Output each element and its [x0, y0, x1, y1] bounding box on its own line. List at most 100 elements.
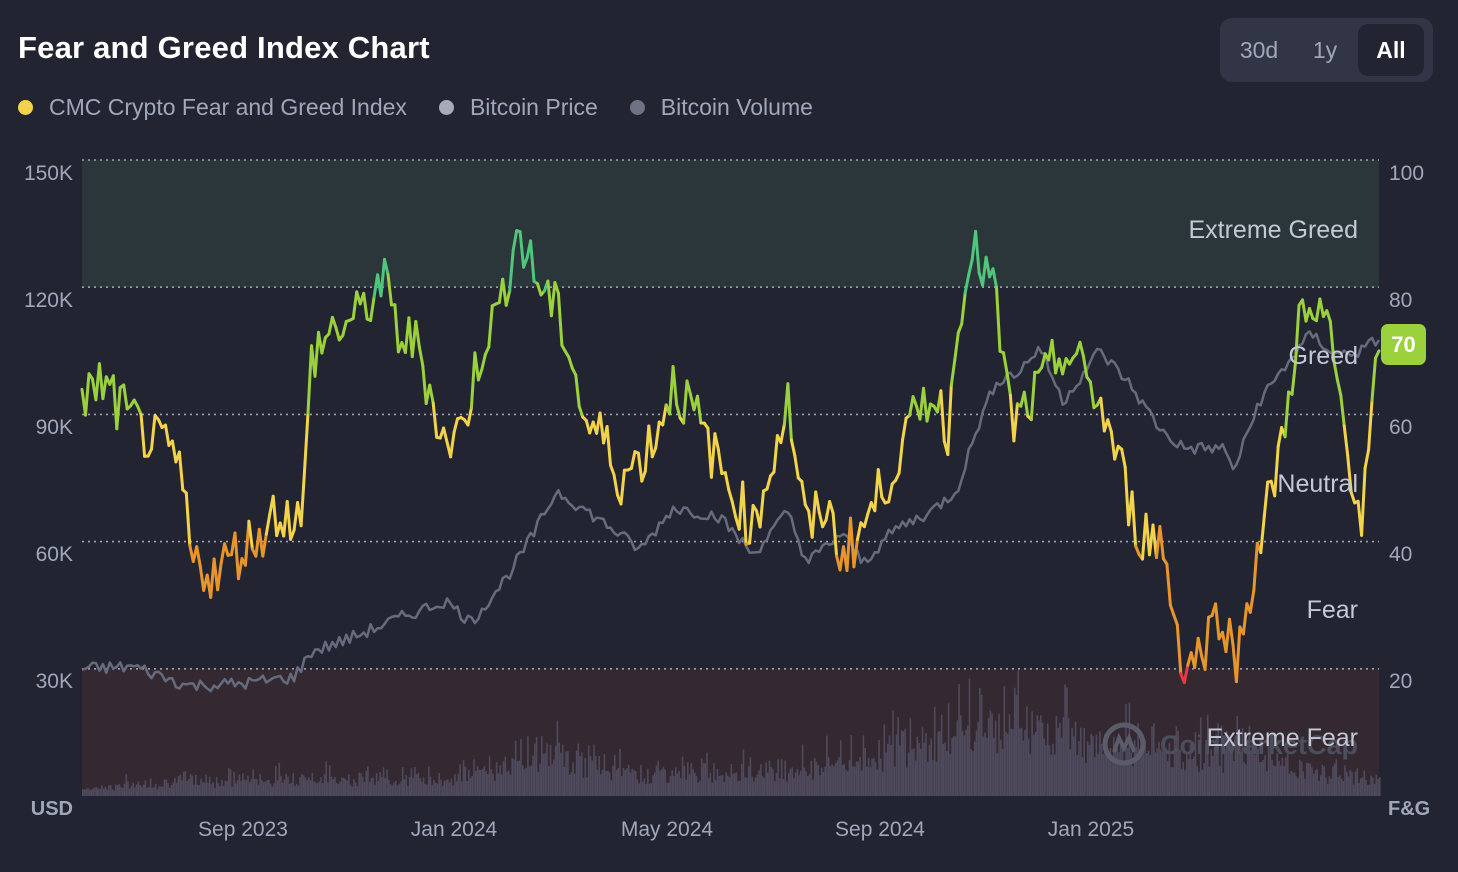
volume-bar [998, 713, 1000, 796]
volume-bar [1139, 748, 1141, 796]
volume-bar [1118, 752, 1120, 796]
fear-greed-segment [675, 402, 682, 420]
range-1y-button[interactable]: 1y [1312, 36, 1338, 63]
fear-greed-segment [487, 304, 494, 349]
volume-bar [1271, 760, 1273, 796]
volume-bar [598, 755, 600, 796]
volume-bar [820, 767, 823, 796]
volume-bar [414, 767, 416, 796]
volume-bar [534, 743, 536, 796]
right-tick-60: 60 [1389, 416, 1412, 439]
volume-bar [1210, 749, 1212, 796]
fear-greed-segment [386, 273, 393, 307]
volume-bar [817, 764, 819, 796]
volume-bar [516, 761, 519, 796]
volume-bar [721, 775, 724, 796]
volume-bar [711, 782, 713, 796]
volume-bar [422, 777, 425, 796]
volume-bar [687, 762, 689, 796]
zone-label-extreme-fear: Extreme Fear [1207, 724, 1358, 752]
volume-bar [989, 710, 992, 796]
volume-bar [1198, 771, 1200, 796]
volume-bar [245, 780, 247, 796]
fear-greed-segment [170, 439, 178, 464]
legend-item-bitcoin-volume[interactable]: Bitcoin Volume [629, 94, 813, 121]
left-tick-150k: 150K [24, 162, 73, 185]
fear-greed-segment [271, 494, 279, 537]
volume-bar [850, 735, 853, 796]
volume-bar [774, 781, 776, 796]
volume-bar [1123, 761, 1125, 796]
volume-bar [1097, 753, 1099, 796]
volume-bar [716, 768, 719, 796]
volume-bar [191, 775, 194, 796]
volume-bar [1121, 746, 1124, 796]
fear-greed-segment [1332, 358, 1339, 381]
volume-bar [857, 761, 859, 796]
fear-greed-segment [549, 281, 557, 318]
volume-bar [523, 769, 526, 796]
volume-bar [149, 778, 152, 796]
volume-bar [860, 770, 863, 796]
volume-bar [421, 781, 423, 796]
volume-bar [208, 776, 211, 796]
volume-bar [1288, 773, 1291, 796]
fear-greed-segment [609, 463, 616, 477]
volume-bar [596, 769, 599, 796]
volume-bar [273, 783, 275, 796]
volume-bar [497, 773, 500, 796]
volume-bar [457, 773, 460, 796]
volume-bar [907, 752, 910, 796]
volume-bar [415, 774, 418, 796]
fear-greed-segment [1099, 396, 1106, 433]
range-all-button[interactable]: All [1358, 24, 1424, 76]
left-axis: 30K 60K 90K 120K 150K USD [24, 162, 73, 820]
volume-bar [629, 772, 632, 796]
volume-bar [278, 762, 281, 796]
volume-bar [494, 780, 496, 796]
fear-greed-segment [661, 403, 668, 427]
volume-bar [224, 780, 227, 796]
fear-greed-segment [1318, 297, 1325, 318]
volume-bar [502, 761, 505, 796]
volume-bar [388, 779, 390, 796]
fear-greed-segment [1283, 390, 1291, 439]
legend-dot-bitcoin-volume [629, 100, 645, 115]
volume-bar [577, 743, 580, 796]
volume-bar [325, 761, 327, 796]
legend-item-bitcoin-price[interactable]: Bitcoin Price [438, 94, 598, 121]
fear-greed-segment [640, 469, 647, 483]
range-30d-button[interactable]: 30d [1239, 36, 1279, 63]
fear-greed-segment [1120, 447, 1127, 469]
legend-item-fear-greed[interactable]: CMC Crypto Fear and Greed Index [18, 94, 407, 121]
volume-bar [181, 780, 183, 796]
fear-greed-segment [414, 320, 421, 349]
fear-greed-segment [1301, 298, 1308, 323]
volume-bar [1161, 751, 1164, 796]
fear-greed-segment [800, 479, 807, 507]
fear-greed-segment [636, 451, 644, 483]
volume-bar [730, 764, 733, 796]
volume-bar [231, 786, 234, 796]
volume-bar [1132, 765, 1134, 796]
volume-bar [881, 771, 884, 796]
fear-greed-segment [730, 500, 738, 519]
volume-bar [1272, 765, 1275, 796]
volume-bar [859, 757, 861, 796]
volume-bar [304, 777, 307, 796]
fear-greed-segment [285, 500, 293, 541]
volume-bar [853, 766, 856, 796]
fear-greed-segment [1228, 617, 1235, 647]
volume-bar [753, 781, 755, 796]
volume-bar [153, 787, 155, 796]
volume-bar [90, 789, 93, 796]
fear-greed-segment [647, 424, 654, 459]
volume-bar [89, 789, 91, 796]
volume-bar [847, 771, 849, 796]
fear-greed-segment [1193, 636, 1200, 669]
fear-greed-segment [765, 474, 772, 491]
fear-greed-segment [393, 303, 400, 354]
volume-bar [852, 766, 854, 796]
volume-bar [840, 740, 842, 796]
